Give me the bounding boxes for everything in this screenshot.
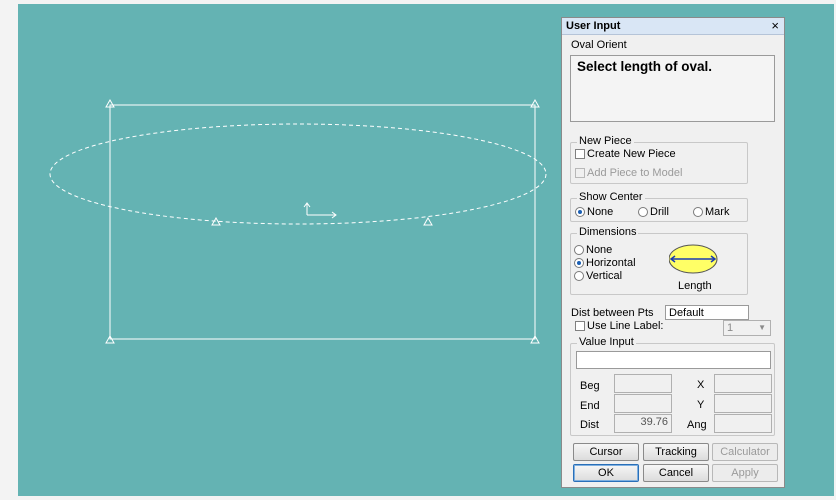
dimensions-horizontal-radio[interactable]: Horizontal: [574, 257, 636, 269]
prompt-box: Select length of oval.: [570, 55, 775, 122]
drawing-svg: [49, 98, 547, 344]
use-line-label-text: Use Line Label:: [587, 320, 664, 333]
y-field: [714, 394, 772, 413]
user-input-dialog: User Input × Oval Orient Select length o…: [561, 17, 785, 488]
beg-label: Beg: [580, 380, 600, 392]
apply-button: Apply: [712, 464, 778, 482]
command-label: Oval Orient: [571, 39, 627, 51]
calculator-button: Calculator: [712, 443, 778, 461]
preview-caption: Length: [678, 280, 712, 292]
create-new-piece-checkbox[interactable]: Create New Piece: [575, 148, 676, 160]
x-field: [714, 374, 772, 393]
beg-field: [614, 374, 672, 393]
ang-label: Ang: [687, 419, 707, 431]
dialog-title: User Input: [566, 20, 621, 32]
dist-label: Dist: [580, 419, 599, 431]
dimensions-group: [570, 233, 748, 295]
dimensions-vertical-radio[interactable]: Vertical: [574, 270, 622, 282]
x-label: X: [697, 379, 705, 391]
radio-icon[interactable]: [693, 207, 703, 218]
radio-selected-icon[interactable]: [574, 258, 584, 269]
create-new-piece-box[interactable]: [575, 149, 585, 160]
prompt-text: Select length of oval.: [577, 59, 713, 74]
axis-arrow-icon: [303, 202, 337, 219]
oval-point-marker-left: [211, 216, 221, 226]
dist-between-pts-input[interactable]: Default: [665, 305, 749, 320]
value-input-field[interactable]: [576, 351, 771, 369]
radio-icon[interactable]: [574, 271, 584, 282]
cursor-button[interactable]: Cursor: [573, 443, 639, 461]
show-center-none-label: None: [587, 206, 614, 219]
cancel-button[interactable]: Cancel: [643, 464, 709, 482]
end-field: [614, 394, 672, 413]
dist-between-pts-label: Dist between Pts: [571, 307, 654, 319]
tracking-button[interactable]: Tracking: [643, 443, 709, 461]
create-new-piece-label: Create New Piece: [587, 148, 676, 161]
new-piece-group: [570, 142, 748, 184]
radio-selected-icon[interactable]: [575, 207, 585, 218]
new-piece-legend: New Piece: [577, 135, 634, 147]
dashed-oval-preview: [49, 123, 547, 225]
add-piece-to-model-box: [575, 168, 585, 179]
oval-length-icon: [668, 244, 718, 274]
dimensions-vertical-label: Vertical: [586, 270, 623, 283]
end-label: End: [580, 400, 600, 412]
add-piece-to-model-label: Add Piece to Model: [587, 167, 683, 180]
chevron-down-icon[interactable]: ▼: [758, 323, 766, 332]
show-center-group: [570, 198, 748, 222]
ok-button[interactable]: OK: [573, 464, 639, 482]
dimensions-none-radio[interactable]: None: [574, 244, 612, 256]
bounding-rectangle[interactable]: [109, 104, 536, 340]
dimensions-legend: Dimensions: [577, 226, 639, 238]
show-center-mark-label: Mark: [705, 206, 730, 219]
dialog-titlebar[interactable]: User Input ×: [562, 18, 784, 35]
dimension-preview: [668, 237, 749, 291]
y-label: Y: [697, 399, 705, 411]
show-center-none-radio[interactable]: None: [575, 206, 613, 218]
show-center-legend: Show Center: [577, 191, 645, 203]
show-center-drill-radio[interactable]: Drill: [638, 206, 669, 218]
show-center-drill-label: Drill: [650, 206, 669, 219]
use-line-label-box[interactable]: [575, 321, 585, 332]
show-center-mark-radio[interactable]: Mark: [693, 206, 729, 218]
value-input-legend: Value Input: [577, 336, 636, 348]
corner-marker-top-right: [530, 98, 540, 108]
close-icon[interactable]: ×: [771, 18, 779, 33]
dimensions-horizontal-label: Horizontal: [586, 257, 636, 270]
dimensions-none-label: None: [586, 244, 613, 257]
add-piece-to-model-checkbox: Add Piece to Model: [575, 167, 682, 179]
corner-marker-top-left: [105, 98, 115, 108]
dist-field: 39.76: [614, 414, 672, 433]
corner-marker-bottom-right: [530, 334, 540, 344]
line-label-dropdown-value: 1: [727, 322, 734, 334]
radio-icon[interactable]: [638, 207, 648, 218]
value-input-group: [570, 343, 775, 436]
radio-icon[interactable]: [574, 245, 584, 256]
line-label-dropdown[interactable]: 1 ▼: [723, 320, 771, 336]
oval-point-marker-right: [423, 216, 433, 226]
corner-marker-bottom-left: [105, 334, 115, 344]
ang-field: [714, 414, 772, 433]
use-line-label-checkbox[interactable]: Use Line Label:: [575, 320, 663, 332]
